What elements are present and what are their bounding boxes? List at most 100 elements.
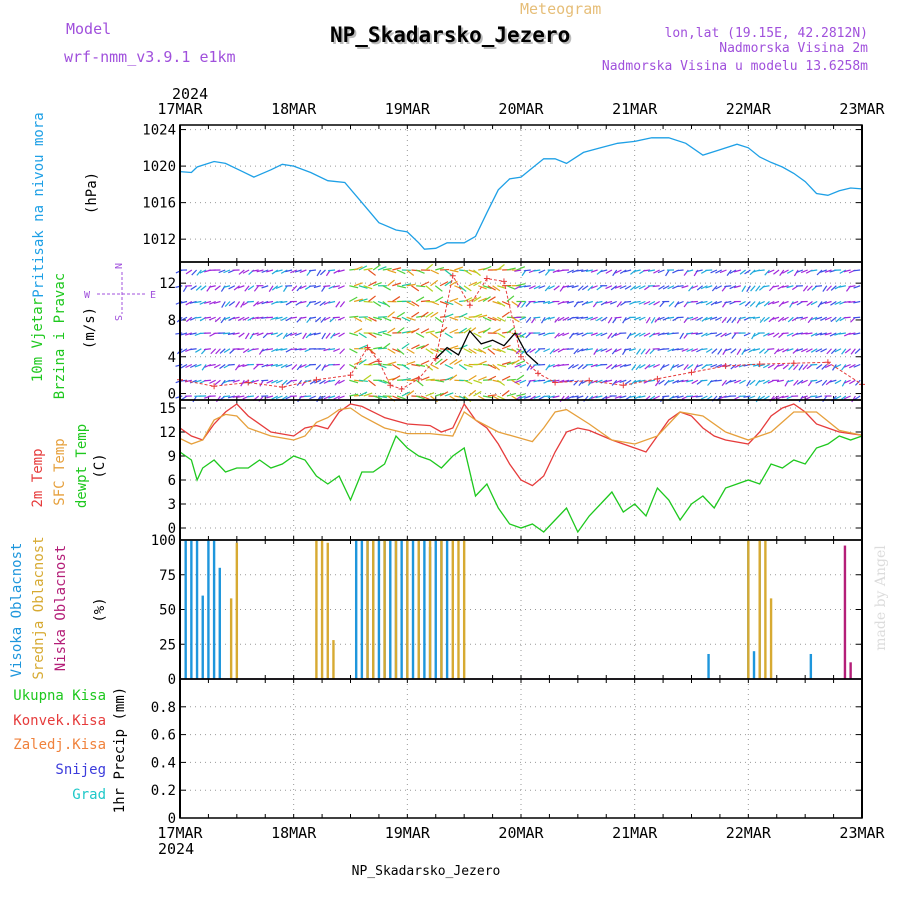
wind-arrow (622, 316, 627, 324)
wind-arrow (854, 348, 861, 354)
wind-arrow (838, 332, 846, 335)
wind-arrow (543, 316, 551, 322)
wind-arrow (619, 363, 627, 368)
wind-arrow (810, 332, 818, 337)
wind-arrow (314, 379, 321, 384)
top-date-tick: 21MAR (612, 100, 658, 118)
wind-arrow (619, 395, 627, 399)
wind-arrow (482, 395, 492, 399)
wind-arrow (406, 300, 415, 307)
wind-arrow (624, 348, 632, 351)
wind-arrow (363, 374, 372, 381)
wind-arrow (822, 395, 828, 403)
wind-arrow (738, 316, 746, 320)
wind-arrow (595, 332, 603, 337)
wind-arrow (624, 363, 632, 367)
wind-arrow (643, 269, 651, 272)
wind-arrow (194, 316, 202, 319)
wind-arrow (600, 332, 608, 337)
wind-arrow (323, 379, 331, 384)
wind-arrow (387, 311, 395, 318)
cloud-bar (366, 540, 369, 679)
gust-marker (756, 361, 763, 368)
wind-arrow (557, 316, 565, 322)
wind-arrow (434, 285, 443, 292)
coords-label: lon,lat (19.15E, 42.2812N) (665, 26, 869, 41)
wind-arrow (710, 269, 718, 274)
wind-arrow (700, 285, 708, 290)
wind-arrow (387, 348, 396, 354)
wind-arrow (251, 379, 259, 383)
wind-arrow (291, 364, 298, 370)
wind-arrow (246, 395, 254, 398)
wind-arrow (363, 285, 373, 290)
wind-arrow (667, 316, 675, 320)
wind-arrow (473, 296, 482, 303)
wind-arrow (533, 316, 541, 319)
wind-arrow (834, 300, 842, 305)
wind-arrow (449, 374, 458, 381)
wind-arrow (265, 300, 274, 304)
cloud-bar (440, 540, 443, 679)
wind-arrow (593, 348, 599, 355)
wind-arrow (320, 316, 326, 323)
wind-arrow (339, 348, 346, 355)
wind-arrow (705, 348, 713, 353)
wind-arrow (223, 316, 231, 321)
wind-arrow (533, 395, 541, 399)
wind-arrow (763, 316, 770, 322)
wind-arrow (721, 316, 727, 324)
wind-arrow (562, 379, 570, 383)
wind-arrow (596, 269, 603, 275)
wind-arrow (373, 346, 383, 350)
y-tick-label: 15 (159, 401, 176, 417)
wind-arrow (185, 316, 193, 323)
wind-arrow (213, 363, 221, 369)
cloud-bar (764, 540, 767, 679)
wind-arrow (577, 285, 584, 291)
cloud-bar (400, 540, 403, 679)
wind-arrow (266, 395, 274, 399)
wind-arrow (349, 285, 359, 289)
cloud-bar (360, 540, 364, 679)
wind-arrow (199, 300, 207, 305)
wind-arrow (690, 332, 698, 335)
wind-arrow (662, 285, 670, 290)
wind-arrow (806, 301, 813, 307)
wind-arrow (781, 300, 789, 305)
wind-arrow (711, 285, 718, 292)
wind-arrow (815, 395, 823, 399)
wind-arrow (434, 296, 444, 303)
wind-arrow (396, 269, 406, 275)
wind-arrow (411, 300, 420, 307)
chart-type-label: Meteogram (520, 0, 601, 18)
wind-arrow (253, 285, 260, 292)
wind-arrow (232, 332, 240, 336)
wind-arrow (199, 269, 207, 274)
wind-arrow (325, 332, 331, 339)
wind-arrow (228, 316, 236, 321)
wind-arrow (482, 265, 492, 271)
cloud-bar (212, 540, 216, 679)
wind-arrow (463, 316, 473, 321)
y-tick-label: 50 (159, 603, 176, 619)
wind-panel: 0 4 8 12 (159, 261, 865, 403)
y-tick-label: 12 (159, 276, 176, 292)
wind-arrow (567, 395, 574, 400)
wind-arrow (725, 379, 732, 385)
gust-marker (552, 379, 559, 386)
wind-arrow (285, 332, 293, 338)
gust-marker (313, 376, 320, 383)
wind-arrow (792, 348, 799, 354)
wind-arrow (506, 392, 516, 397)
wind-arrow (468, 389, 477, 397)
wind-arrow (824, 300, 832, 305)
wind-arrow (816, 269, 823, 276)
wind-arrow (748, 348, 756, 353)
wind-arrow (468, 375, 477, 381)
wind-arrow (478, 285, 487, 290)
wind-arrow (338, 379, 345, 385)
bottom-date-tick: 23MAR (839, 824, 885, 842)
wind-arrow (496, 264, 505, 271)
wind-arrow (482, 296, 491, 303)
